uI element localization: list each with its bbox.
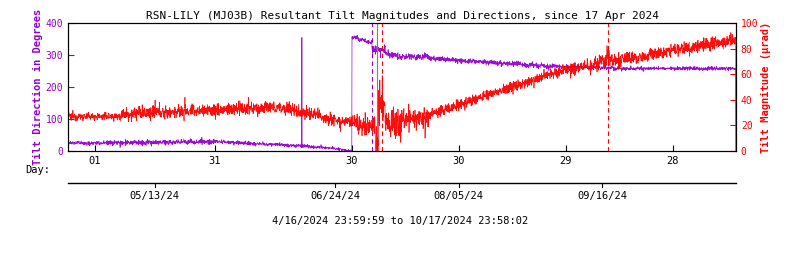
Title: RSN-LILY (MJ03B) Resultant Tilt Magnitudes and Directions, since 17 Apr 2024: RSN-LILY (MJ03B) Resultant Tilt Magnitud… (146, 11, 658, 21)
Text: 05/13/24: 05/13/24 (130, 191, 180, 201)
Text: 09/16/24: 09/16/24 (578, 191, 627, 201)
Y-axis label: Tilt Direction in Degrees: Tilt Direction in Degrees (33, 9, 42, 165)
Text: 08/05/24: 08/05/24 (434, 191, 484, 201)
Y-axis label: Tilt Magnitude (μrad): Tilt Magnitude (μrad) (762, 22, 771, 153)
Text: Day:: Day: (26, 165, 50, 175)
Text: 4/16/2024 23:59:59 to 10/17/2024 23:58:02: 4/16/2024 23:59:59 to 10/17/2024 23:58:0… (272, 216, 528, 226)
Text: 06/24/24: 06/24/24 (310, 191, 360, 201)
